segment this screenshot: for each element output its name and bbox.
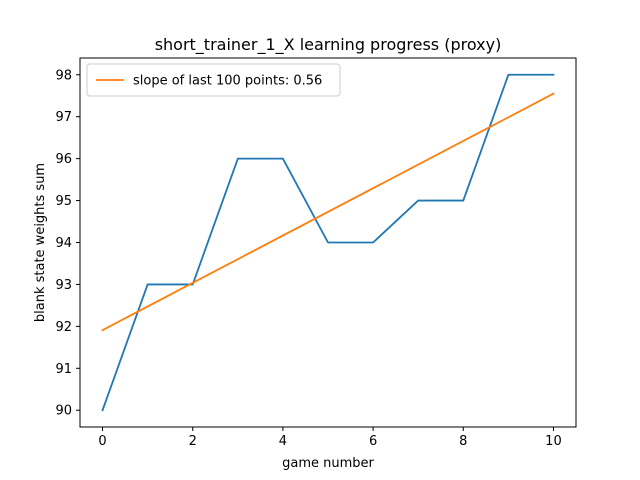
x-tick-label: 10 [545, 434, 562, 449]
y-axis: 90 91 92 93 94 95 96 97 98 [55, 68, 80, 419]
legend-label: slope of last 100 points: 0.56 [133, 74, 322, 89]
legend: slope of last 100 points: 0.56 [86, 63, 341, 97]
y-tick-label: 90 [55, 404, 72, 419]
x-axis: 0 2 4 6 8 10 [98, 427, 562, 449]
series-line-weights-sum [101, 73, 555, 412]
y-tick-label: 98 [55, 68, 72, 83]
y-tick-label: 93 [55, 278, 72, 293]
chart-title: short_trainer_1_X learning progress (pro… [155, 35, 502, 55]
x-axis-label: game number [282, 456, 374, 471]
x-tick-label: 4 [279, 434, 287, 449]
y-tick-label: 91 [55, 362, 72, 377]
y-tick-label: 97 [55, 110, 72, 125]
x-tick-label: 8 [459, 434, 467, 449]
y-tick-label: 92 [55, 320, 72, 335]
y-tick-label: 95 [55, 194, 72, 209]
y-tick-label: 94 [55, 236, 72, 251]
y-axis-label: blank state weights sum [33, 163, 48, 322]
plot-area [101, 73, 555, 412]
y-tick-label: 96 [55, 152, 72, 167]
series-line-trend [101, 92, 555, 332]
x-tick-label: 2 [189, 434, 197, 449]
x-tick-label: 0 [98, 434, 106, 449]
x-tick-label: 6 [369, 434, 377, 449]
legend-frame [86, 63, 341, 97]
